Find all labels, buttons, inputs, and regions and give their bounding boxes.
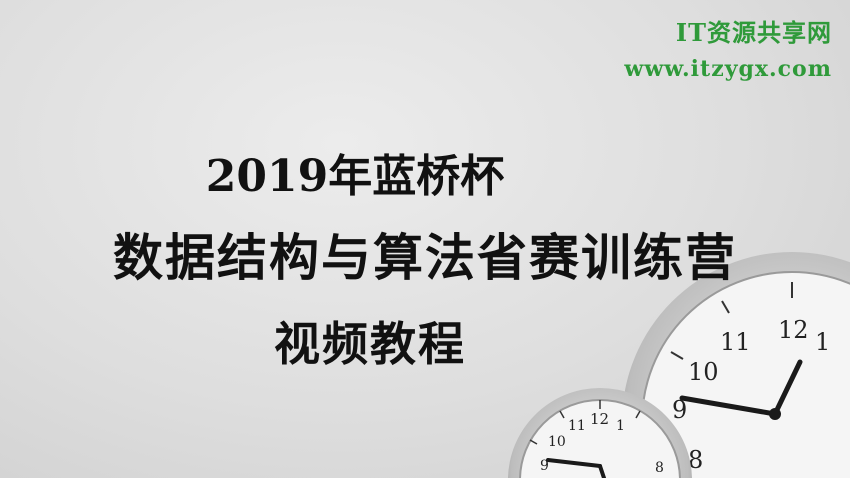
large-clock-num-9: 9 [672,396,687,424]
small-clock: 12 11 1 10 9 8 [508,388,692,478]
small-clock-minute-hand [598,464,606,478]
large-clock-center [769,408,781,420]
large-clock: 12 1 11 10 9 8 [622,252,850,478]
small-clock-num-9: 9 [540,458,549,474]
site-watermark: IT资源共享网 www.itzygx.com [624,18,832,84]
large-clock-minute-hand [772,359,803,417]
large-clock-num-8: 8 [688,446,703,474]
title-line-1: 2019年蓝桥杯 [205,151,505,202]
small-clock-hour-hand [546,458,602,468]
title-line-2: 数据结构与算法省赛训练营 [113,228,737,287]
small-clock-num-11: 11 [568,418,586,434]
title-line-3: 视频教程 [274,317,466,371]
large-clock-num-11: 11 [720,328,751,356]
small-clock-num-12: 12 [590,410,609,428]
watermark-site-url: www.itzygx.com [624,56,832,82]
large-clock-num-1: 1 [815,328,830,356]
small-clock-num-8: 8 [655,460,664,476]
small-clock-num-1: 1 [616,418,625,434]
small-clock-num-10: 10 [548,434,566,450]
large-clock-num-12: 12 [778,316,809,344]
watermark-site-name: IT资源共享网 [675,18,832,47]
large-clock-num-10: 10 [688,358,719,386]
large-clock-hour-hand [679,395,778,417]
